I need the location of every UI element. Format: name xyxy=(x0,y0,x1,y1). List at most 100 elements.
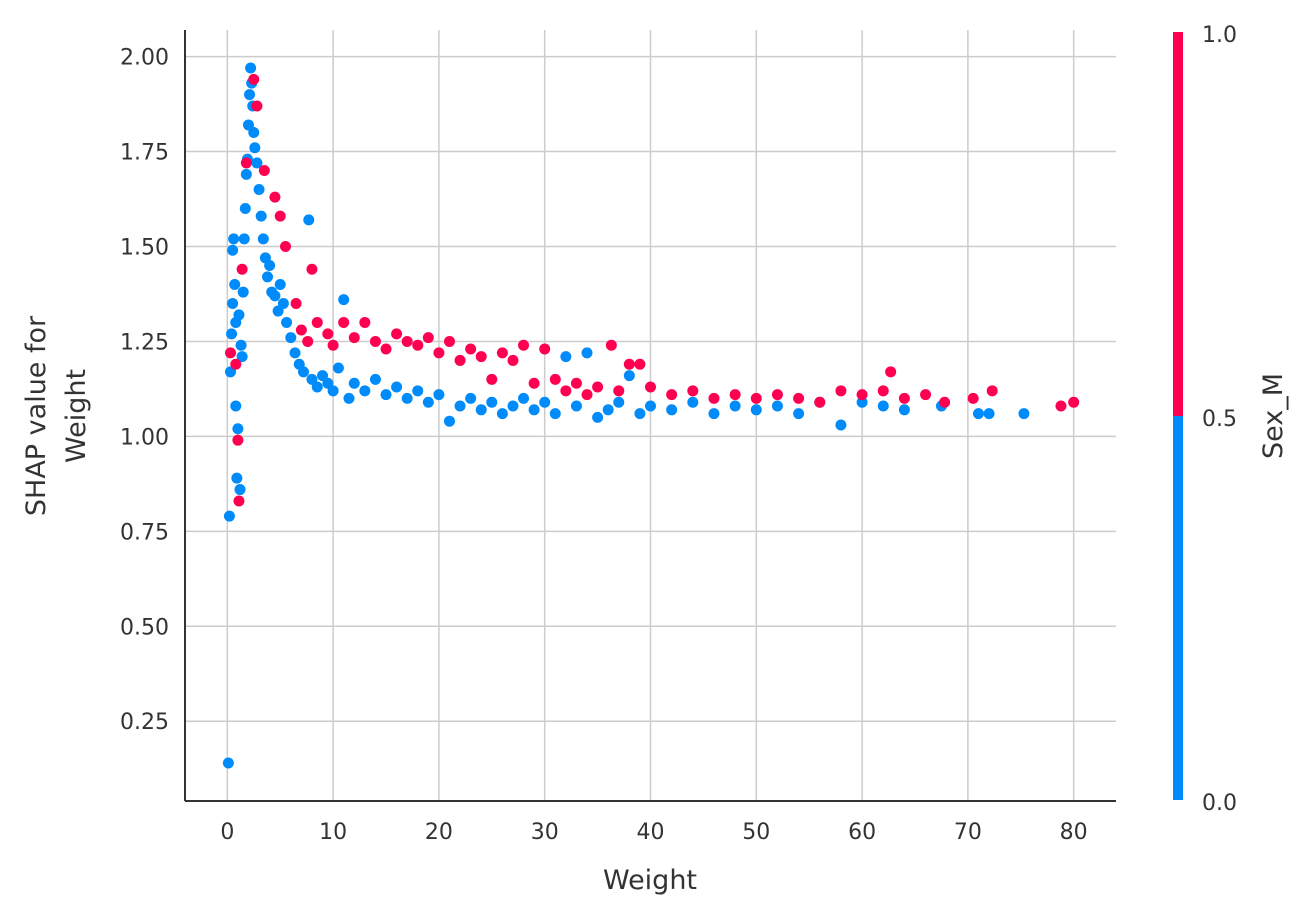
scatter-point xyxy=(986,385,998,397)
scatter-point xyxy=(443,415,455,427)
scatter-point xyxy=(401,335,413,347)
scatter-point xyxy=(240,168,252,180)
axes xyxy=(184,30,1116,802)
scatter-point xyxy=(338,316,350,328)
y-tick-label: 2.00 xyxy=(120,46,169,71)
x-tick-label: 40 xyxy=(637,820,665,845)
scatter-point xyxy=(228,233,240,245)
scatter-point xyxy=(967,392,979,404)
scatter-point xyxy=(518,392,530,404)
scatter-point xyxy=(233,495,245,507)
scatter-point xyxy=(327,339,339,351)
scatter-point xyxy=(645,381,656,393)
scatter-point xyxy=(289,347,301,359)
scatter-point xyxy=(280,240,292,252)
scatter-point xyxy=(412,385,424,397)
scatter-point xyxy=(528,404,540,416)
scatter-point xyxy=(249,142,261,154)
y-tick-labels: 0.25 0.50 0.75 1.00 1.25 1.50 1.75 2.00 xyxy=(120,46,169,736)
scatter-point xyxy=(645,400,656,412)
scatter-point xyxy=(343,392,355,404)
x-tick-labels: 0 10 20 30 40 50 60 70 80 xyxy=(220,820,1087,845)
scatter-point xyxy=(227,244,239,256)
scatter-point xyxy=(939,396,951,408)
x-tick-label: 20 xyxy=(425,820,453,845)
scatter-point xyxy=(274,278,286,290)
scatter-point xyxy=(856,389,868,401)
x-tick-label: 30 xyxy=(531,820,559,845)
scatter-point xyxy=(255,210,267,222)
y-tick-label: 0.25 xyxy=(120,710,169,735)
scatter-point xyxy=(507,354,519,366)
scatter-point xyxy=(235,339,247,351)
scatter-point xyxy=(238,233,250,245)
scatter-point xyxy=(877,400,889,412)
colorbar-tick-mid: 0.5 xyxy=(1202,407,1237,432)
scatter-point xyxy=(729,389,741,401)
scatter-point xyxy=(771,389,783,401)
scatter-point xyxy=(465,343,477,355)
scatter-point xyxy=(539,343,551,355)
scatter-point xyxy=(257,233,269,245)
x-axis-title: Weight xyxy=(603,865,697,896)
x-tick-label: 10 xyxy=(319,820,347,845)
scatter-point xyxy=(230,400,242,412)
scatter-point xyxy=(269,191,281,203)
scatter-point xyxy=(234,484,246,496)
scatter-point xyxy=(274,210,286,222)
scatter-point xyxy=(433,347,445,359)
scatter-point xyxy=(391,381,403,393)
scatter-point xyxy=(443,335,455,347)
scatter-point xyxy=(708,408,720,420)
scatter-point xyxy=(245,62,257,74)
scatter-point xyxy=(369,335,381,347)
scatter-point xyxy=(750,392,762,404)
scatter-point xyxy=(581,347,593,359)
scatter-point xyxy=(231,472,243,484)
scatter-point xyxy=(687,385,699,397)
scatter-point xyxy=(666,389,678,401)
scatter-points xyxy=(222,62,1080,769)
scatter-point xyxy=(269,290,281,302)
x-tick-label: 70 xyxy=(954,820,982,845)
scatter-point xyxy=(359,316,371,328)
scatter-point xyxy=(666,404,678,416)
scatter-point xyxy=(1055,400,1067,412)
x-tick-label: 80 xyxy=(1060,820,1088,845)
scatter-point xyxy=(602,404,614,416)
scatter-point xyxy=(311,316,323,328)
x-tick-label: 0 xyxy=(220,820,234,845)
scatter-point xyxy=(391,328,403,340)
scatter-point xyxy=(306,263,318,275)
scatter-point xyxy=(251,100,263,112)
scatter-point xyxy=(972,408,984,420)
scatter-point xyxy=(230,358,242,370)
scatter-point xyxy=(486,373,498,385)
scatter-point xyxy=(634,408,646,420)
scatter-point xyxy=(750,404,762,416)
scatter-point xyxy=(454,400,466,412)
y-tick-label: 1.25 xyxy=(120,330,169,355)
scatter-point xyxy=(898,404,910,416)
scatter-point xyxy=(486,396,498,408)
scatter-point xyxy=(224,347,236,359)
scatter-point xyxy=(295,324,307,336)
scatter-point xyxy=(623,370,635,382)
scatter-point xyxy=(239,203,251,215)
y-tick-label: 1.75 xyxy=(120,141,169,166)
scatter-point xyxy=(433,389,445,401)
scatter-point xyxy=(258,165,270,177)
scatter-point xyxy=(1068,396,1080,408)
scatter-point xyxy=(729,400,741,412)
scatter-point xyxy=(465,392,477,404)
scatter-point xyxy=(708,392,720,404)
scatter-point xyxy=(634,358,646,370)
scatter-point xyxy=(332,362,344,374)
y-tick-label: 0.75 xyxy=(120,520,169,545)
scatter-point xyxy=(240,157,252,169)
scatter-point xyxy=(380,389,392,401)
y-tick-label: 1.00 xyxy=(120,425,169,450)
scatter-point xyxy=(237,286,249,298)
scatter-point xyxy=(236,263,248,275)
scatter-point xyxy=(592,411,604,423)
